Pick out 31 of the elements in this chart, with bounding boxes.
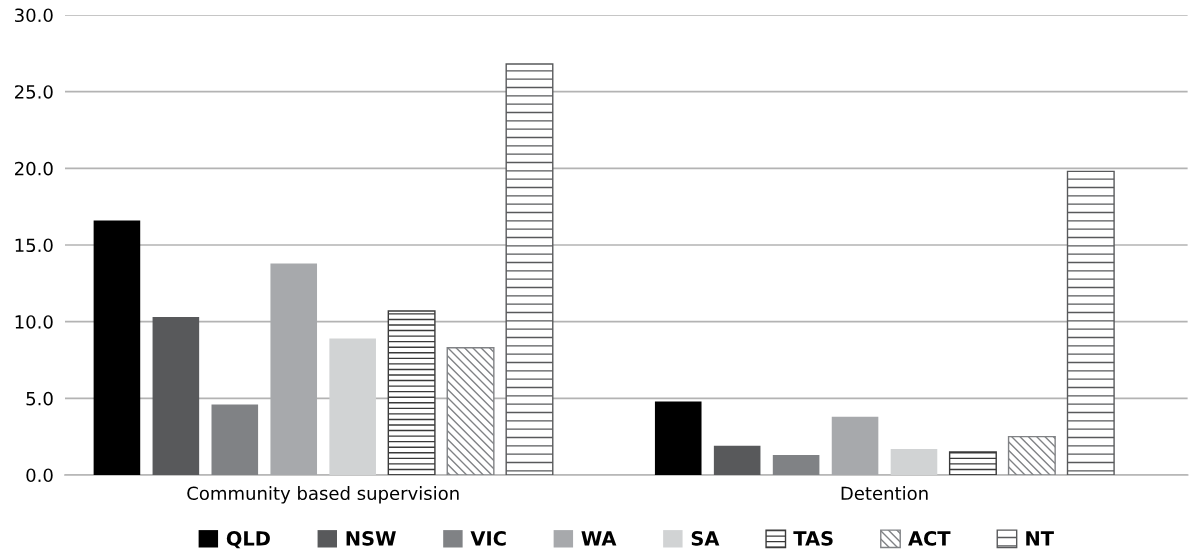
bar — [654, 401, 702, 475]
bar — [93, 220, 141, 475]
bar — [211, 404, 259, 475]
legend-label: SA — [691, 531, 720, 546]
legend-label: WA — [581, 531, 617, 546]
legend-label: ACT — [908, 531, 951, 546]
bar — [329, 338, 376, 475]
x-tick-label: Detention — [841, 486, 928, 501]
legend-label: VIC — [470, 531, 506, 546]
bar — [890, 448, 938, 475]
legend-label: NSW — [346, 531, 396, 546]
y-tick-label: 25.0 — [15, 85, 53, 99]
legend-label: NT — [1026, 531, 1054, 546]
y-tick-label: 10.0 — [15, 315, 53, 329]
bar — [1066, 170, 1115, 475]
bar — [1007, 435, 1056, 475]
bar — [772, 455, 820, 475]
y-tick-label: 0.0 — [26, 468, 53, 483]
x-tick-label: Community based supervision — [187, 486, 459, 504]
bar — [948, 451, 997, 475]
legend-label: TAS — [793, 531, 833, 546]
legend-label: QLD — [226, 531, 270, 549]
bar — [387, 310, 436, 475]
y-tick-label: 5.0 — [26, 391, 53, 406]
bar — [505, 63, 554, 475]
y-tick-label: 15.0 — [15, 238, 53, 253]
bar — [152, 317, 200, 475]
bar — [713, 445, 761, 475]
y-tick-label: 30.0 — [15, 8, 53, 23]
bar — [446, 347, 495, 475]
y-tick-label: 20.0 — [15, 161, 53, 176]
